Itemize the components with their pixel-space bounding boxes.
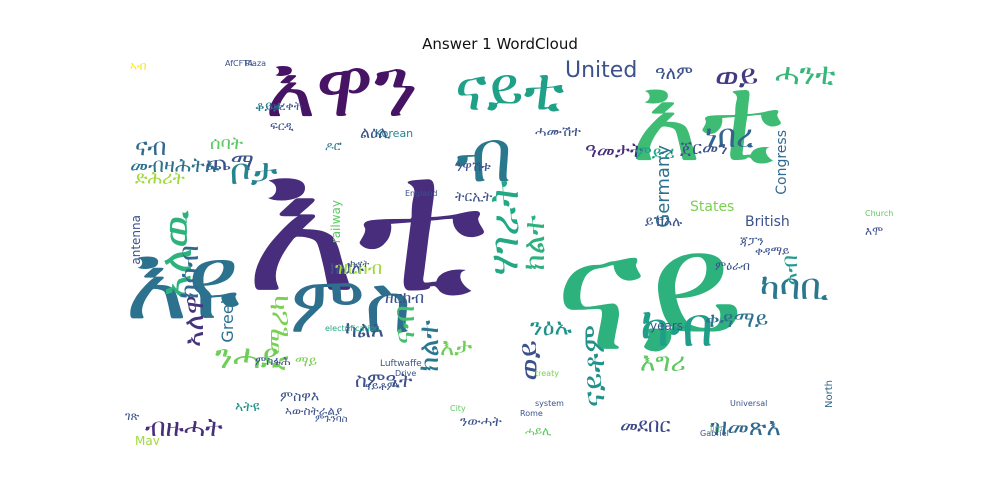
cloud-word: antenna [129, 215, 143, 265]
cloud-word: ቆይታ [255, 99, 284, 115]
cloud-word: ምስዋእ [280, 389, 320, 405]
cloud-word: ጃፓን [740, 234, 764, 248]
cloud-word: ናይቶም [365, 379, 398, 393]
cloud-word: ንዋሽቱ [455, 159, 491, 175]
cloud-word: ካልእ [345, 318, 384, 343]
cloud-word: ገጽ [125, 409, 140, 423]
cloud-word: መብዛሕትኡ [130, 153, 220, 177]
cloud-word: ዓመታት [585, 138, 644, 162]
cloud-word: Universal [730, 399, 768, 408]
cloud-word: Drive [395, 369, 417, 378]
cloud-word: ዝርከብ [335, 258, 383, 279]
cloud-word: Church [865, 209, 894, 218]
cloud-word: British [745, 214, 790, 230]
cloud-word: ሓሙሽተ [535, 124, 581, 140]
cloud-word: እቲ [245, 114, 486, 335]
cloud-word: ይኽእሉ [645, 214, 683, 230]
cloud-word: ኣትዩ [235, 399, 260, 415]
cloud-word: ሰባት [210, 133, 244, 154]
cloud-word: May [135, 434, 160, 445]
cloud-word: ንዕኡ [530, 313, 572, 341]
cloud-word: Greek [218, 295, 237, 343]
cloud-word: Korean [375, 127, 414, 140]
cloud-word: ኩናት [350, 259, 370, 270]
cloud-word: እቲ [630, 60, 783, 189]
cloud-word: ምስ [290, 258, 412, 351]
cloud-word: ኣውስትራልያ [285, 404, 343, 418]
cloud-word: ቦታ [230, 152, 278, 193]
cloud-word: ወይ [715, 60, 759, 95]
cloud-word: ኣብ [130, 60, 147, 73]
cloud-word: United [565, 60, 638, 83]
cloud-word: ምጉንባስ [315, 414, 348, 425]
cloud-word: ሓንቲ [775, 60, 836, 92]
cloud-word: ወረቀት [270, 99, 302, 113]
cloud-word: ዘርከብ [385, 288, 425, 307]
cloud-word: እታ [440, 333, 473, 361]
cloud-word: ኣለዋ [177, 295, 210, 348]
cloud-word: England [405, 189, 438, 198]
cloud-word: ነበረ [705, 117, 754, 155]
cloud-word: AfCFTA [225, 60, 253, 68]
cloud-word: ናብ [135, 133, 167, 161]
cloud-word: City [450, 404, 466, 413]
cloud-word: system [535, 399, 564, 408]
cloud-word: እግሪ [640, 348, 686, 378]
cloud-word: ጀርመን [680, 138, 728, 159]
cloud-word: years [650, 319, 684, 333]
cloud-word: ብ [455, 114, 513, 198]
cloud-word: Jim [710, 424, 723, 433]
cloud-word: ስምዒት [355, 368, 413, 392]
cloud-word: ዓለም [655, 63, 693, 84]
cloud-word: ፍርዲ [270, 119, 294, 133]
cloud-word: ልዕሊ [360, 123, 391, 142]
cloud-word: railway [329, 200, 343, 244]
cloud-word: electrification [325, 324, 380, 333]
cloud-word: ንሓደ [215, 337, 280, 377]
cloud-word: ምድሪ [635, 143, 675, 164]
cloud-word: Plaza [245, 60, 267, 68]
cloud-word: Gabriel [700, 429, 729, 438]
cloud-word: ንውሓት [460, 414, 502, 430]
cloud-word: ካብ [640, 295, 714, 359]
cloud-word: ቀዳማይ [705, 308, 769, 333]
cloud-word: ጨማ [205, 148, 254, 176]
cloud-word: ትርኢት [455, 189, 493, 205]
cloud-word: ክልተ [517, 215, 552, 271]
cloud-word: እሞ [865, 224, 884, 238]
cloud-word: Congress [774, 130, 790, 195]
cloud-word: ብዙሓት [145, 413, 223, 443]
figure-title: Answer 1 WordCloud [422, 35, 578, 53]
cloud-word: Luftwaffe [380, 359, 422, 369]
cloud-word: North [824, 380, 835, 408]
cloud-word: ሓይሊ [525, 424, 552, 438]
cloud-word: ክሳብ [172, 245, 205, 299]
cloud-word: ናይቶም [577, 325, 612, 408]
cloud-word: ቀዳማይ [755, 244, 790, 258]
cloud-word: ናይቲ [455, 60, 565, 125]
cloud-word: ዶሮ [325, 139, 342, 153]
cloud-word: ምዕራብ [715, 259, 750, 273]
cloud-word: ድሕሪት [135, 168, 185, 189]
cloud-word: እዋን [265, 60, 419, 137]
word-cloud: እቲ ናይ እቲ እዩ እዋን ምስ ናይቲ ብ ካብ ነበረ ሓንቲ ወይ United ኣብ ጨማ ናብ ቦ… [125, 60, 900, 445]
cloud-word: ካባቢ [760, 267, 829, 308]
cloud-word: ምስፋሕ [255, 354, 291, 368]
cloud-word: እዩ [125, 221, 240, 343]
cloud-word: ናይ [555, 196, 744, 388]
cloud-word: States [690, 199, 735, 215]
cloud-word: ክህሉ [330, 258, 364, 279]
cloud-word: treaty [535, 369, 559, 378]
cloud-word: መደበር [620, 413, 671, 437]
cloud-word: Rome [520, 409, 543, 418]
cloud-word: ዝመጽእ [710, 413, 781, 441]
cloud-word: ማይ [295, 354, 318, 370]
